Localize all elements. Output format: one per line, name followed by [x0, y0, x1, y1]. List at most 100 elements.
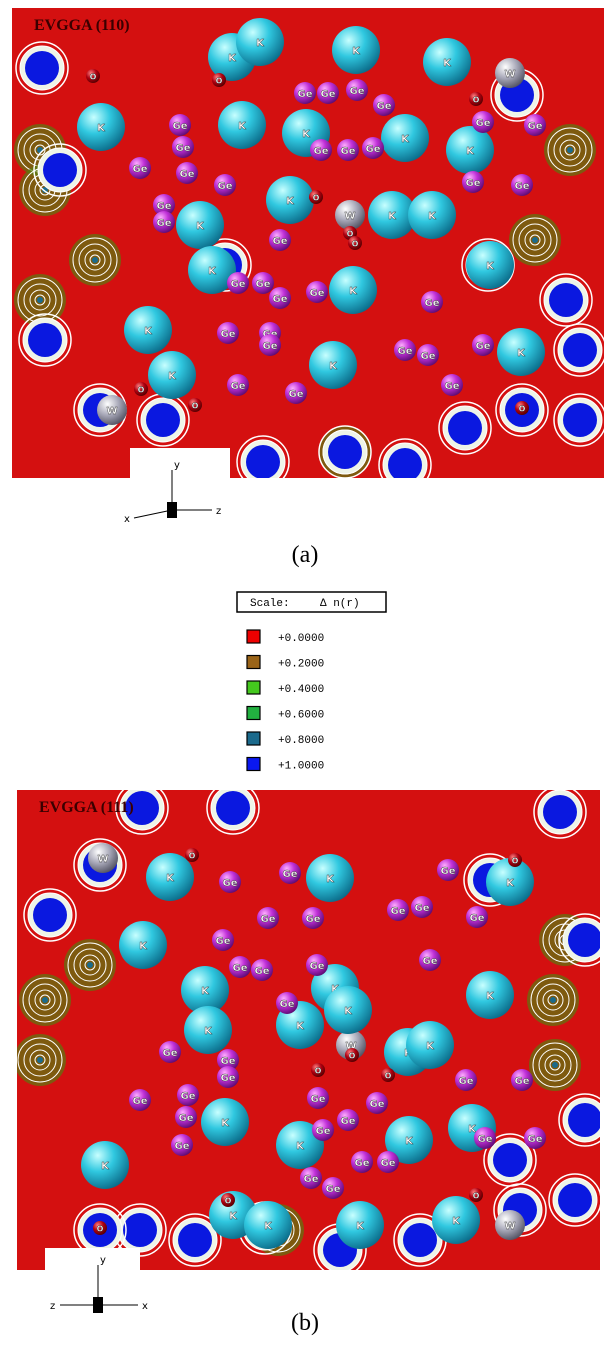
atom-label: K [388, 211, 397, 222]
atom-label: Ge [316, 1126, 331, 1137]
atom-label: K [144, 326, 153, 337]
atom-label: K [228, 53, 237, 64]
density-peak [493, 1143, 527, 1177]
density-peak [178, 1223, 212, 1257]
atom-label: Ge [421, 351, 436, 362]
contour-core [37, 297, 43, 303]
legend-label: +0.4000 [278, 684, 324, 696]
atom-label: K [517, 348, 526, 359]
atom-label: K [168, 371, 177, 382]
atom-label: Ge [289, 389, 304, 400]
atom-label: Ge [273, 236, 288, 247]
atom-label: K [329, 361, 338, 372]
atom-label: O [192, 402, 199, 411]
atom-label: K [405, 1136, 414, 1147]
atom-label: K [208, 266, 217, 277]
density-peak [123, 1213, 157, 1247]
atom-label: W [504, 1221, 515, 1232]
legend-swatch [247, 656, 260, 669]
atom-label: Ge [445, 381, 460, 392]
atom-label: Ge [423, 956, 438, 967]
contour-core [550, 997, 556, 1003]
legend-label: +0.6000 [278, 710, 324, 722]
density-peak [543, 795, 577, 829]
atom-label: Ge [377, 101, 392, 112]
atom-label: Ge [391, 906, 406, 917]
density-peak [43, 153, 77, 187]
legend-swatch [247, 732, 260, 745]
atom-label: Ge [221, 1056, 236, 1067]
density-peak [216, 791, 250, 825]
atom-label: Ge [283, 869, 298, 880]
atom-label: K [296, 1141, 305, 1152]
atom-label: K [139, 941, 148, 952]
contour-core [42, 997, 48, 1003]
atom-label: K [256, 38, 265, 49]
density-peak [563, 403, 597, 437]
atom-label: O [315, 1067, 322, 1076]
atom-label: K [349, 286, 358, 297]
density-map: WWWKKKKKKKKKKKKKKKKKKKKGeGeGeGeGeGeGeGeG… [12, 8, 606, 491]
density-peak [403, 1223, 437, 1257]
atom-label: Ge [233, 963, 248, 974]
atom-label: Ge [341, 1116, 356, 1127]
atom-label: Ge [218, 181, 233, 192]
atom-label: K [452, 1216, 461, 1227]
atom-label: Ge [133, 164, 148, 175]
atom-label: Ge [298, 89, 313, 100]
atom-label: O [349, 1052, 356, 1061]
atom-label: K [229, 1211, 238, 1222]
axis-origin [167, 502, 177, 518]
atom-label: Ge [157, 218, 172, 229]
atom-label: K [286, 196, 295, 207]
atom-label: K [426, 1041, 435, 1052]
atom-label: O [216, 77, 223, 86]
atom-label: Ge [175, 1141, 190, 1152]
atom-label: Ge [256, 279, 271, 290]
contour-core [37, 1057, 43, 1063]
atom-label: Ge [223, 878, 238, 889]
atom-label: Ge [261, 914, 276, 925]
density-peak [28, 323, 62, 357]
atom-label: K [486, 991, 495, 1002]
atom-label: K [97, 123, 106, 134]
axis-origin [93, 1297, 103, 1313]
atom-label: Ge [176, 143, 191, 154]
atom-label: Ge [415, 903, 430, 914]
atom-label: K [326, 874, 335, 885]
atom-label: Ge [157, 201, 172, 212]
atom-label: Ge [528, 121, 543, 132]
contour-core [552, 1062, 558, 1068]
atom-label: Ge [476, 341, 491, 352]
atom-label: K [344, 1006, 353, 1017]
atom-label: O [352, 240, 359, 249]
legend-quantity: Δ n(r) [320, 598, 360, 610]
atom-label: O [313, 194, 320, 203]
atom-label: Ge [221, 1073, 236, 1084]
atom-label: Ge [180, 169, 195, 180]
atom-label: O [138, 386, 145, 395]
axis-arrow [134, 510, 172, 518]
legend-swatch [247, 707, 260, 720]
atom-label: Ge [255, 966, 270, 977]
panel-title: EVGGA (111) [39, 799, 134, 816]
density-peak [33, 898, 67, 932]
atom-label: O [225, 1197, 232, 1206]
density-peak [563, 333, 597, 367]
atom-label: O [385, 1072, 392, 1081]
atom-label: O [90, 73, 97, 82]
atom-label: K [356, 1221, 365, 1232]
atom-label: Ge [478, 1134, 493, 1145]
atom-label: O [189, 852, 196, 861]
axis-label: z [50, 1301, 55, 1312]
atom-label: Ge [163, 1048, 178, 1059]
density-peak [549, 283, 583, 317]
atom-label: Ge [273, 294, 288, 305]
density-peak [328, 435, 362, 469]
atom-label: O [473, 96, 480, 105]
atom-label: K [352, 46, 361, 57]
atom-label: Ge [459, 1076, 474, 1087]
legend-swatch [247, 681, 260, 694]
atom-label: Ge [231, 381, 246, 392]
atom-label: Ge [441, 866, 456, 877]
